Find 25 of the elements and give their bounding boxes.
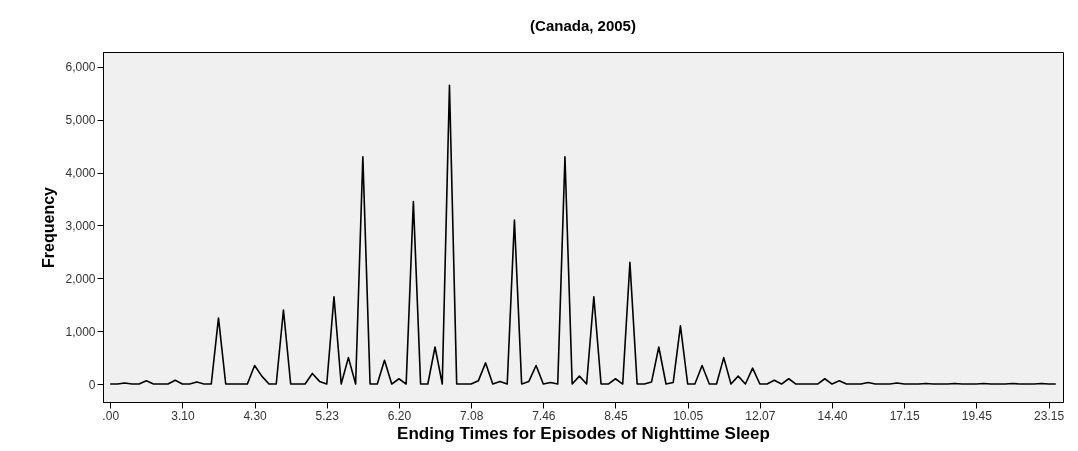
x-tick-label: 10.05 xyxy=(673,408,704,423)
x-tick-label: 12.07 xyxy=(745,408,776,423)
y-tick-label: 3,000 xyxy=(65,218,96,233)
x-tick-label: 3.10 xyxy=(171,408,195,423)
y-axis-title: Frequency xyxy=(40,186,58,268)
x-tick-label: 6.20 xyxy=(387,408,412,423)
chart-title: (Canada, 2005) xyxy=(530,17,636,34)
x-tick-label: 19.45 xyxy=(961,408,993,423)
x-tick-label: 23.15 xyxy=(1034,408,1065,423)
x-axis-title: Ending Times for Episodes of Nighttime Sleep xyxy=(397,423,770,443)
x-tick-label: 14.40 xyxy=(817,408,848,423)
x-tick-label: .00 xyxy=(102,408,120,423)
y-tick-label: 0 xyxy=(88,377,96,392)
y-tick-label: 1,000 xyxy=(65,324,96,339)
x-tick-label: 8.45 xyxy=(604,408,628,423)
y-tick-label: 2,000 xyxy=(65,271,96,286)
y-tick-label: 6,000 xyxy=(65,60,96,75)
x-tick-label: 4.30 xyxy=(243,408,268,423)
x-tick-label: 7.46 xyxy=(532,408,556,423)
y-tick-label: 4,000 xyxy=(65,166,96,181)
x-tick-label: 7.08 xyxy=(459,408,484,423)
x-tick-label: 17.15 xyxy=(889,408,921,423)
line-series xyxy=(109,84,1057,385)
y-tick-label: 5,000 xyxy=(65,113,96,128)
x-tick-label: 5.23 xyxy=(315,408,340,423)
